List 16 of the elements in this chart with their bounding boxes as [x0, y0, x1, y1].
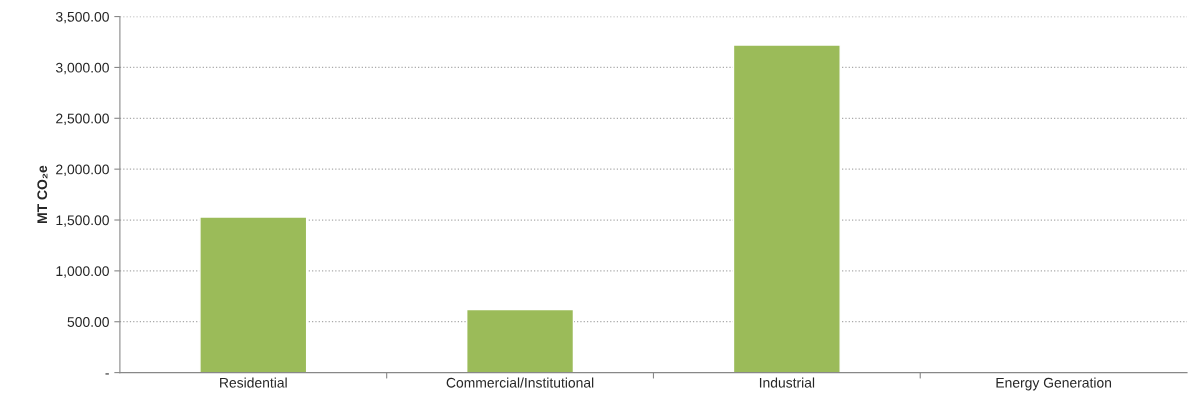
bar	[199, 216, 308, 373]
bar	[732, 44, 841, 373]
y-tick-label: 1,500.00	[56, 215, 109, 227]
x-tick-label: Commercial/Institutional	[446, 377, 594, 388]
y-tick-label: 1,000.00	[56, 266, 109, 278]
x-tick-label: Energy Generation	[996, 377, 1112, 391]
bar	[466, 308, 575, 373]
x-tick-label: Residential	[220, 377, 287, 388]
y-tick-label: 2,000.00	[56, 164, 109, 176]
y-tick-label: 2,500.00	[56, 113, 109, 126]
y-tick-label: 3,000.00	[55, 62, 109, 75]
y-tick-label: 3,500.00	[55, 11, 109, 24]
x-tick-label: Industrial	[759, 377, 815, 388]
y-axis-title: MT CO₂e	[37, 165, 48, 223]
y-tick-label: 500.00	[67, 317, 109, 327]
y-tick-label: -	[105, 373, 109, 375]
